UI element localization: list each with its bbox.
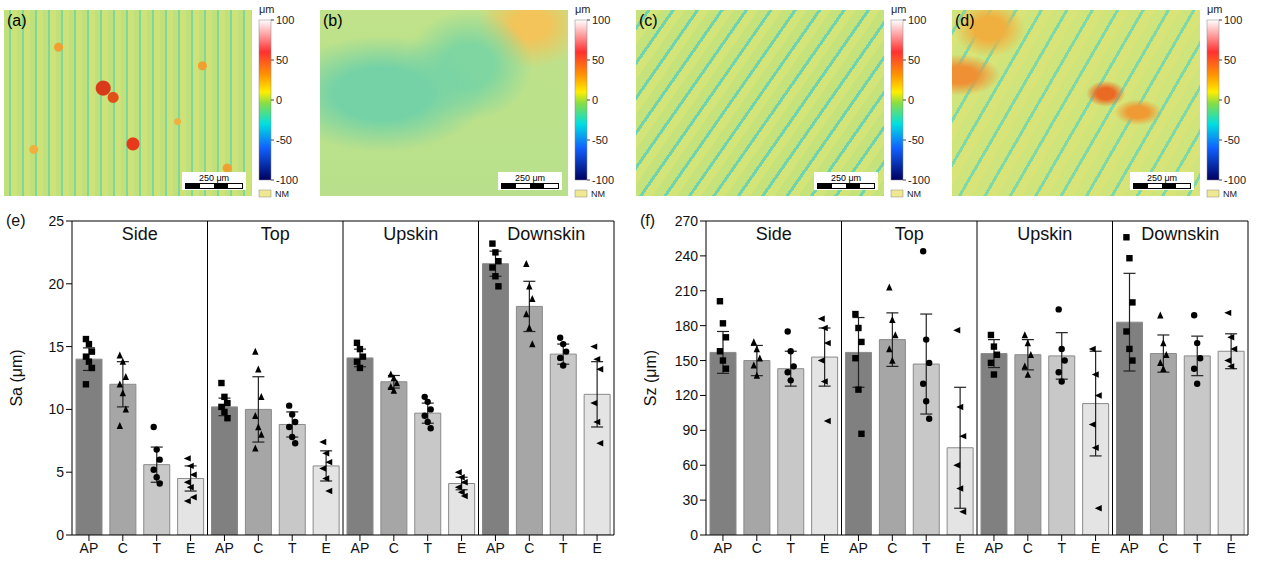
svg-text:T: T	[288, 540, 297, 556]
svg-text:100: 100	[1224, 14, 1242, 26]
svg-text:NM: NM	[1223, 189, 1237, 199]
html-text:(a): (a)	[7, 12, 27, 29]
svg-text:E: E	[1091, 540, 1100, 556]
svg-text:E: E	[321, 540, 330, 556]
svg-text:0: 0	[1224, 94, 1230, 106]
svg-text:T: T	[423, 540, 432, 556]
html-text:(b): (b)	[323, 12, 343, 29]
html-text:Top: Top	[260, 224, 290, 244]
svg-text:90: 90	[682, 422, 698, 438]
svg-text:AP: AP	[985, 540, 1004, 556]
svg-text:50: 50	[276, 54, 288, 66]
html-text:Upskin: Upskin	[1017, 224, 1073, 244]
html-text:250 μm: 250 μm	[514, 173, 546, 183]
html-text:Side: Side	[121, 224, 158, 244]
svg-text:AP: AP	[1120, 540, 1139, 556]
svg-text:-50: -50	[592, 134, 608, 146]
svg-text:-50: -50	[1224, 134, 1240, 146]
svg-text:AP: AP	[849, 540, 868, 556]
svg-text:50: 50	[1224, 54, 1236, 66]
svg-text:50: 50	[592, 54, 604, 66]
svg-text:C: C	[524, 540, 534, 556]
svg-text:AP: AP	[714, 540, 733, 556]
svg-text:100: 100	[592, 14, 610, 26]
svg-text:100: 100	[908, 14, 926, 26]
html-text:Downskin: Downskin	[1141, 224, 1220, 244]
svg-text:-50: -50	[908, 134, 924, 146]
svg-text:20: 20	[48, 276, 64, 292]
html-text:(c): (c)	[639, 12, 658, 29]
svg-text:AP: AP	[80, 540, 99, 556]
svg-text:T: T	[922, 540, 931, 556]
svg-text:270: 270	[675, 213, 699, 229]
svg-text:C: C	[118, 540, 128, 556]
svg-text:T: T	[152, 540, 161, 556]
svg-text:30: 30	[682, 492, 698, 508]
svg-text:T: T	[1057, 540, 1066, 556]
svg-text:μm: μm	[259, 3, 275, 15]
svg-text:0: 0	[56, 527, 64, 543]
html-text:Side: Side	[755, 224, 792, 244]
svg-text:E: E	[955, 540, 964, 556]
svg-text:0: 0	[908, 94, 914, 106]
svg-text:-100: -100	[1224, 174, 1246, 186]
svg-text:T: T	[786, 540, 795, 556]
svg-text:0: 0	[690, 527, 698, 543]
html-text:Downskin: Downskin	[507, 224, 586, 244]
svg-text:μm: μm	[1207, 3, 1223, 15]
svg-text:E: E	[1226, 540, 1235, 556]
svg-text:C: C	[1158, 540, 1168, 556]
svg-text:-100: -100	[276, 174, 298, 186]
svg-text:0: 0	[592, 94, 598, 106]
svg-text:25: 25	[48, 213, 64, 229]
svg-text:5: 5	[56, 464, 64, 480]
svg-text:C: C	[887, 540, 897, 556]
svg-text:210: 210	[675, 283, 699, 299]
html-text:250 μm: 250 μm	[198, 173, 230, 183]
svg-text:μm: μm	[891, 3, 907, 15]
svg-text:T: T	[1193, 540, 1202, 556]
svg-text:μm: μm	[575, 3, 591, 15]
html-text:(d): (d)	[955, 12, 975, 29]
svg-text:15: 15	[48, 339, 64, 355]
svg-text:240: 240	[675, 248, 699, 264]
svg-text:E: E	[457, 540, 466, 556]
svg-text:AP: AP	[215, 540, 234, 556]
svg-text:50: 50	[908, 54, 920, 66]
svg-text:C: C	[752, 540, 762, 556]
svg-text:E: E	[186, 540, 195, 556]
html-text:Top: Top	[894, 224, 924, 244]
svg-text:NM: NM	[907, 189, 921, 199]
svg-text:-100: -100	[908, 174, 930, 186]
html-text:250 μm: 250 μm	[830, 173, 862, 183]
svg-text:-50: -50	[276, 134, 292, 146]
svg-text:T: T	[559, 540, 568, 556]
html-text:(f): (f)	[640, 212, 656, 229]
svg-text:E: E	[592, 540, 601, 556]
svg-text:NM: NM	[591, 189, 605, 199]
svg-text:C: C	[1023, 540, 1033, 556]
svg-text:10: 10	[48, 401, 64, 417]
svg-text:100: 100	[276, 14, 294, 26]
html-text:(e): (e)	[6, 212, 26, 229]
svg-text:180: 180	[675, 318, 699, 334]
svg-text:AP: AP	[486, 540, 505, 556]
html-text:Upskin: Upskin	[383, 224, 439, 244]
svg-text:60: 60	[682, 457, 698, 473]
svg-text:Sa (μm): Sa (μm)	[8, 349, 25, 406]
svg-text:150: 150	[675, 353, 699, 369]
svg-text:C: C	[253, 540, 263, 556]
svg-text:0: 0	[276, 94, 282, 106]
svg-text:AP: AP	[351, 540, 370, 556]
svg-text:Sz (μm): Sz (μm)	[642, 350, 659, 406]
svg-text:C: C	[389, 540, 399, 556]
svg-text:NM: NM	[275, 189, 289, 199]
svg-text:-100: -100	[592, 174, 614, 186]
html-text:250 μm: 250 μm	[1146, 173, 1178, 183]
svg-text:120: 120	[675, 387, 699, 403]
svg-text:E: E	[820, 540, 829, 556]
